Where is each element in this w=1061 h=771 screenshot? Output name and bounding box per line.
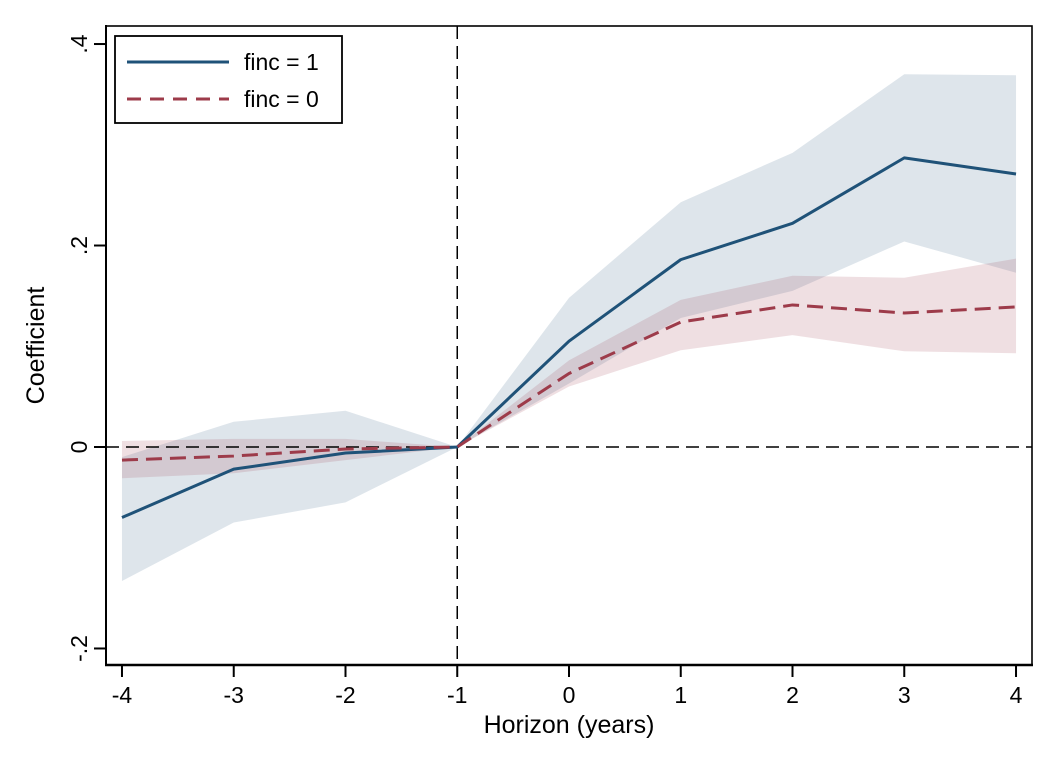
y-tick-label: 0 (66, 441, 92, 454)
y-tick-label: .2 (66, 236, 92, 255)
series-line-finc0 (121, 303, 1017, 462)
x-tick-label: -3 (224, 682, 244, 708)
x-tick-label: 4 (1010, 682, 1023, 708)
legend-label-finc1: finc = 1 (244, 49, 319, 75)
x-axis-title: Horizon (years) (484, 711, 655, 739)
x-tick-label: 2 (786, 682, 799, 708)
legend: finc = 1 finc = 0 (114, 35, 343, 124)
x-tick-label: 1 (674, 682, 687, 708)
y-tick-label: -.2 (66, 635, 92, 662)
x-tick-label: -1 (447, 682, 467, 708)
y-axis-title: Coefficient (22, 287, 50, 405)
series-line-finc1 (121, 156, 1017, 519)
legend-box (114, 35, 343, 124)
x-tick-label: 0 (563, 682, 576, 708)
x-tick-label: -4 (112, 682, 133, 708)
y-tick-label: .4 (66, 34, 92, 53)
confidence-band-finc0 (121, 258, 1017, 479)
legend-label-finc0: finc = 0 (244, 86, 319, 112)
x-tick-label: -2 (335, 682, 355, 708)
x-tick-label: 3 (898, 682, 911, 708)
